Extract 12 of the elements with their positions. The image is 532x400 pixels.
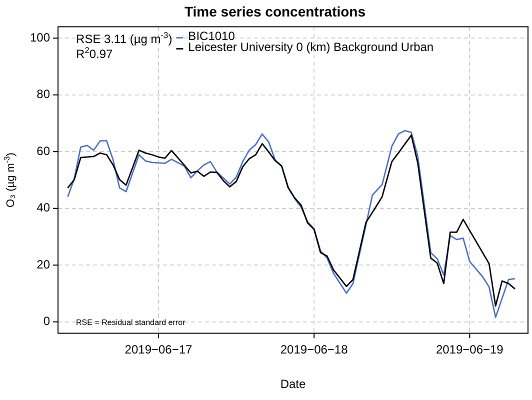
x-tick-label: 2019−06−17	[124, 342, 193, 357]
y-tick-label: 40	[36, 200, 50, 215]
y-tick-label: 100	[30, 30, 50, 44]
y-tick-label: 20	[36, 257, 50, 272]
x-tick-label: 2019−06−18	[280, 342, 348, 357]
x-tick-label: 2019−06−19	[436, 342, 504, 357]
x-axis-title: Date	[280, 377, 306, 392]
annotation: RSE = Residual standard error	[76, 318, 186, 327]
y-tick-label: 60	[36, 144, 50, 158]
y-tick-label: 0	[43, 314, 50, 328]
chart-title: Time series concentrations	[184, 3, 366, 20]
y-tick-label: 80	[36, 87, 50, 102]
